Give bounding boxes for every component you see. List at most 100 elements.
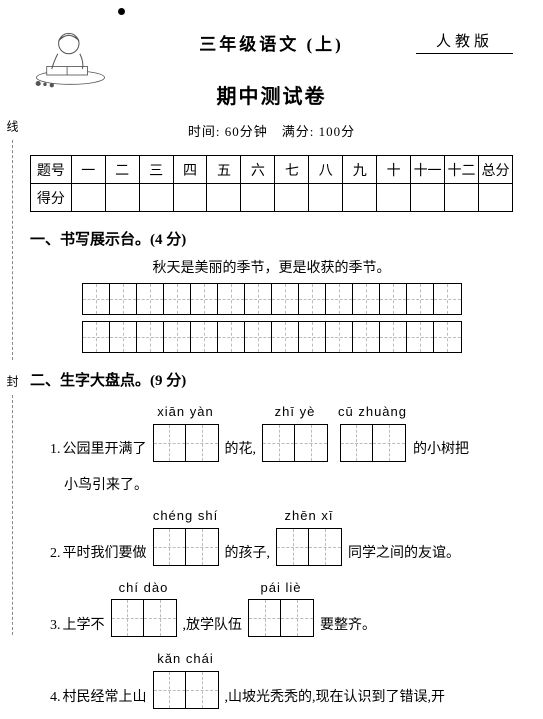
score-cell	[343, 184, 377, 212]
q4-num: 4.	[50, 687, 61, 709]
col-11: 十一	[411, 156, 445, 184]
writing-cell	[326, 284, 353, 314]
writing-cell	[191, 284, 218, 314]
writing-cell	[245, 284, 272, 314]
time-info: 时间: 60分钟 满分: 100分	[30, 121, 513, 140]
writing-cell	[407, 322, 434, 352]
grade-title: 三年级语文 (上)	[199, 30, 344, 55]
q2-num: 2.	[50, 543, 61, 565]
version-label: 人教版	[416, 28, 513, 54]
writing-cell	[218, 284, 245, 314]
col-1: 一	[71, 156, 105, 184]
question-4: 4. 村民经常上山 kǎn chái ,山坡光秃秃的,现在认识到了错误,开	[50, 649, 513, 709]
writing-cell	[110, 322, 137, 352]
q1-num: 1.	[50, 439, 61, 461]
writing-cell	[380, 284, 407, 314]
writing-grid-row-1	[30, 283, 513, 315]
writing-cell	[326, 322, 353, 352]
col-6: 六	[241, 156, 275, 184]
col-8: 八	[309, 156, 343, 184]
row-label-2: 得分	[31, 184, 72, 212]
writing-cell	[191, 322, 218, 352]
q4-blank-1: kǎn chái	[153, 649, 219, 709]
pinyin: cū zhuàng	[338, 402, 407, 423]
q1-blank-2: zhī yè	[262, 402, 328, 462]
q3-t3: 要整齐。	[320, 615, 376, 637]
score-table: 题号 一 二 三 四 五 六 七 八 九 十 十一 十二 总分 得分	[30, 155, 513, 212]
header-row: 三年级语文 (上) 人教版	[30, 30, 513, 55]
q4-t2: ,山坡光秃秃的,现在认识到了错误,开	[225, 687, 446, 709]
q1-continuation: 小鸟引来了。	[64, 474, 513, 494]
pinyin: chí dào	[119, 578, 169, 599]
col-5: 五	[207, 156, 241, 184]
q2-t3: 同学之间的友谊。	[348, 543, 460, 565]
pinyin: zhēn xī	[285, 506, 334, 527]
q3-t1: 上学不	[63, 615, 105, 637]
section1-sentence: 秋天是美丽的季节，更是收获的季节。	[30, 257, 513, 277]
q4-t1: 村民经常上山	[63, 687, 147, 709]
question-3: 3. 上学不 chí dào ,放学队伍 pái liè 要整齐。	[50, 578, 513, 638]
col-3: 三	[139, 156, 173, 184]
writing-cell	[164, 322, 191, 352]
writing-cell	[353, 284, 380, 314]
score-cell	[478, 184, 512, 212]
writing-cell	[164, 284, 191, 314]
col-4: 四	[173, 156, 207, 184]
section2-title: 二、生字大盘点。(9 分)	[30, 369, 513, 390]
writing-cell	[245, 322, 272, 352]
q1-blank-3: cū zhuàng	[338, 402, 407, 462]
q3-blank-1: chí dào	[111, 578, 177, 638]
col-2: 二	[105, 156, 139, 184]
col-9: 九	[343, 156, 377, 184]
q3-num: 3.	[50, 615, 61, 637]
score-cell	[241, 184, 275, 212]
writing-cell	[83, 322, 110, 352]
score-cell	[173, 184, 207, 212]
writing-cell	[272, 284, 299, 314]
question-1: 1. 公园里开满了 xiān yàn 的花, zhī yè cū zhuàng …	[50, 402, 513, 462]
score-cell	[445, 184, 479, 212]
writing-cell	[353, 322, 380, 352]
q1-t1: 公园里开满了	[63, 439, 147, 461]
writing-cell	[299, 322, 326, 352]
q1-t3: 的小树把	[413, 439, 469, 461]
writing-cell	[218, 322, 245, 352]
pinyin: xiān yàn	[157, 402, 213, 423]
pinyin: kǎn chái	[157, 649, 213, 670]
col-10: 十	[377, 156, 411, 184]
score-cell	[71, 184, 105, 212]
score-cell	[105, 184, 139, 212]
col-7: 七	[275, 156, 309, 184]
question-2: 2. 平时我们要做 chéng shí 的孩子, zhēn xī 同学之间的友谊…	[50, 506, 513, 566]
score-cell	[411, 184, 445, 212]
writing-cell	[434, 322, 461, 352]
score-cell	[207, 184, 241, 212]
section1-title: 一、书写展示台。(4 分)	[30, 228, 513, 249]
pinyin: zhī yè	[275, 402, 316, 423]
score-cell	[309, 184, 343, 212]
q1-blank-1: xiān yàn	[153, 402, 219, 462]
score-cell	[377, 184, 411, 212]
pinyin: chéng shí	[153, 506, 218, 527]
writing-cell	[299, 284, 326, 314]
q3-t2: ,放学队伍	[183, 615, 243, 637]
col-12: 十二	[445, 156, 479, 184]
q2-t1: 平时我们要做	[63, 543, 147, 565]
writing-cell	[137, 322, 164, 352]
row-label-1: 题号	[31, 156, 72, 184]
writing-cell	[380, 322, 407, 352]
score-header-row: 题号 一 二 三 四 五 六 七 八 九 十 十一 十二 总分	[31, 156, 513, 184]
writing-grid-row-2	[30, 321, 513, 353]
score-value-row: 得分	[31, 184, 513, 212]
q2-blank-2: zhēn xī	[276, 506, 342, 566]
writing-cell	[407, 284, 434, 314]
writing-cell	[272, 322, 299, 352]
score-cell	[275, 184, 309, 212]
header-dot	[118, 8, 125, 15]
score-cell	[139, 184, 173, 212]
q3-blank-2: pái liè	[248, 578, 314, 638]
writing-cell	[83, 284, 110, 314]
page-container: 三年级语文 (上) 人教版 期中测试卷 时间: 60分钟 满分: 100分 题号…	[0, 0, 543, 719]
writing-cell	[434, 284, 461, 314]
q2-t2: 的孩子,	[225, 543, 271, 565]
